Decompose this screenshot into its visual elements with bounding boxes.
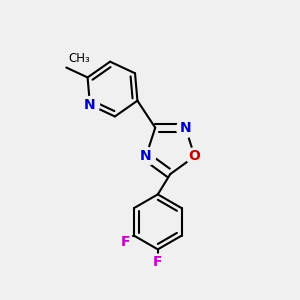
Text: N: N [180,121,191,135]
Text: N: N [140,149,152,164]
Text: N: N [84,98,96,112]
Text: O: O [189,149,201,164]
Text: CH₃: CH₃ [68,52,90,65]
Text: F: F [153,255,163,269]
Text: F: F [121,235,130,249]
